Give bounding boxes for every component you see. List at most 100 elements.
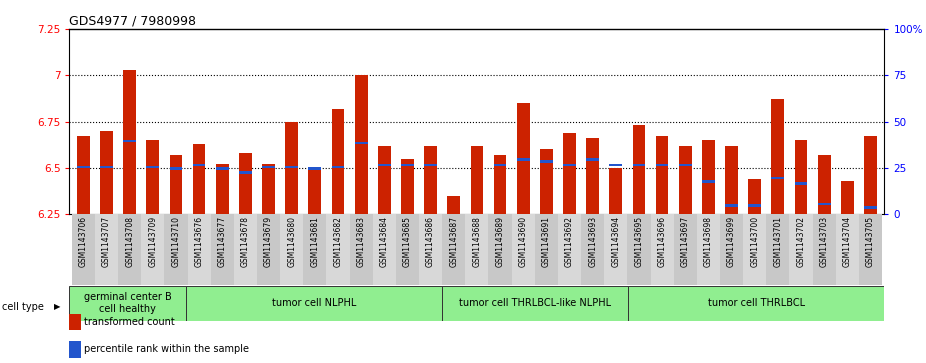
Bar (534, 214, 557, 285)
Bar (841, 217, 854, 220)
Bar (702, 140, 715, 214)
Text: GSM1143693: GSM1143693 (588, 216, 597, 268)
Bar (609, 168, 622, 214)
Bar (859, 214, 882, 285)
Bar (193, 144, 206, 214)
Bar (442, 286, 628, 321)
Bar (563, 133, 576, 214)
Bar (395, 214, 419, 285)
Text: GSM1143685: GSM1143685 (403, 216, 412, 267)
Text: GSM1143677: GSM1143677 (218, 216, 227, 268)
Bar (702, 180, 715, 183)
Bar (355, 76, 368, 214)
Bar (656, 164, 669, 167)
Bar (326, 214, 349, 285)
Bar (233, 214, 257, 285)
Bar (812, 214, 835, 285)
Bar (285, 122, 298, 214)
Text: ▶: ▶ (54, 302, 60, 311)
Bar (239, 153, 252, 214)
Bar (141, 214, 165, 285)
Text: GSM1143678: GSM1143678 (241, 216, 250, 267)
Bar (720, 214, 743, 285)
Bar (239, 171, 252, 174)
Bar (169, 155, 182, 214)
Bar (355, 142, 368, 144)
Bar (332, 166, 344, 168)
Text: germinal center B
cell healthy: germinal center B cell healthy (83, 292, 171, 314)
Bar (216, 167, 229, 170)
Text: GSM1143704: GSM1143704 (843, 216, 852, 268)
Bar (210, 214, 233, 285)
Bar (841, 181, 854, 214)
Bar (494, 164, 507, 167)
Text: GSM1143688: GSM1143688 (472, 216, 482, 267)
Bar (69, 286, 186, 321)
Bar (748, 204, 761, 207)
Text: tumor cell THRLBCL: tumor cell THRLBCL (707, 298, 805, 308)
Text: GSM1143702: GSM1143702 (796, 216, 806, 267)
Bar (470, 224, 483, 227)
Text: GDS4977 / 7980998: GDS4977 / 7980998 (69, 15, 196, 28)
Bar (447, 196, 460, 214)
Text: percentile rank within the sample: percentile rank within the sample (84, 344, 249, 354)
Text: transformed count: transformed count (84, 317, 175, 327)
Bar (771, 177, 784, 179)
Bar (489, 214, 511, 285)
Bar (100, 166, 113, 168)
Text: GSM1143698: GSM1143698 (704, 216, 713, 267)
Bar (679, 146, 692, 214)
Text: GSM1143695: GSM1143695 (634, 216, 644, 268)
Text: GSM1143707: GSM1143707 (102, 216, 111, 268)
Bar (419, 214, 443, 285)
Bar (146, 140, 159, 214)
Bar (470, 146, 483, 214)
Bar (789, 214, 812, 285)
Bar (748, 179, 761, 214)
Bar (401, 159, 414, 214)
Bar (818, 155, 831, 214)
Text: tumor cell NLPHL: tumor cell NLPHL (271, 298, 357, 308)
Bar (632, 164, 645, 167)
Bar (540, 150, 553, 214)
Bar (465, 214, 489, 285)
Text: cell type: cell type (2, 302, 44, 312)
Bar (77, 136, 90, 214)
Text: GSM1143706: GSM1143706 (79, 216, 88, 268)
Bar (517, 158, 530, 161)
Bar (186, 286, 442, 321)
Bar (766, 214, 789, 285)
Bar (696, 214, 720, 285)
Bar (308, 167, 321, 170)
Bar (262, 166, 275, 168)
Text: GSM1143679: GSM1143679 (264, 216, 273, 268)
Bar (262, 164, 275, 214)
Bar (835, 214, 859, 285)
Bar (100, 131, 113, 214)
Bar (378, 164, 391, 167)
Bar (627, 214, 650, 285)
Bar (563, 164, 576, 167)
Bar (609, 164, 622, 167)
Text: GSM1143705: GSM1143705 (866, 216, 875, 268)
Text: GSM1143701: GSM1143701 (773, 216, 782, 267)
Bar (146, 166, 159, 168)
Text: GSM1143689: GSM1143689 (495, 216, 505, 267)
Bar (864, 206, 877, 209)
Bar (349, 214, 372, 285)
Bar (401, 164, 414, 167)
Bar (795, 140, 807, 214)
Text: GSM1143699: GSM1143699 (727, 216, 736, 268)
Bar (650, 214, 673, 285)
Bar (586, 158, 599, 161)
Text: GSM1143686: GSM1143686 (426, 216, 435, 267)
Bar (632, 125, 645, 214)
Bar (119, 214, 142, 285)
Text: GSM1143691: GSM1143691 (542, 216, 551, 267)
Text: GSM1143687: GSM1143687 (449, 216, 458, 267)
Bar (743, 214, 766, 285)
Bar (193, 164, 206, 167)
Bar (725, 146, 738, 214)
Bar (864, 136, 877, 214)
Bar (187, 214, 211, 285)
